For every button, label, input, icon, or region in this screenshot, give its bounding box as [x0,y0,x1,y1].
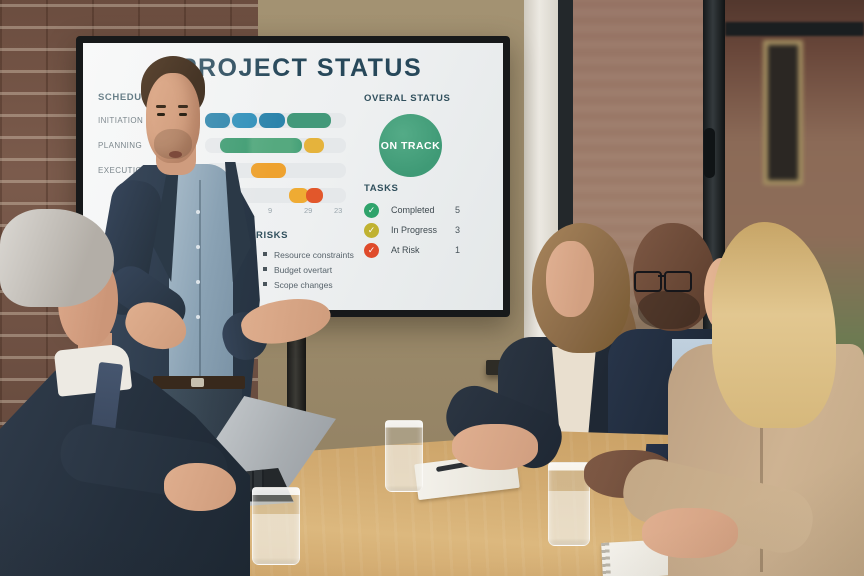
foreground-gray-haired-man [0,205,262,576]
foreground-blonde-woman [617,222,864,576]
shirt-button [196,210,200,214]
outside-building-window [763,40,803,185]
task-label: In Progress [391,225,455,235]
belt-buckle [191,378,204,387]
gantt-bar-segment [304,138,324,153]
notepad-spiral [601,542,612,576]
eyebrow [156,105,166,108]
glasses-bridge [658,275,664,277]
risks-heading: RISKS [256,230,288,241]
shirt-button [196,245,200,249]
blazer-seam [760,362,763,572]
grayman-hair [0,209,114,307]
check-icon: ✓ [364,222,379,238]
glasses-icon [634,271,696,292]
gantt-bar-segment [306,188,323,203]
gantt-bar-segment [205,113,230,128]
gantt-row-label: PLANNING [98,141,142,150]
bullet-icon [263,267,267,271]
window-transom [725,22,864,36]
eye [179,113,187,116]
risk-item-label: Scope changes [274,280,333,290]
presenter-shirt [169,164,233,386]
presenter-face [146,73,200,163]
risk-item-label: Resource constraints [274,250,354,260]
task-count: 1 [455,245,460,255]
gantt-bar-segment [220,138,302,153]
glasses-lens [634,271,662,292]
gantt-bar-segment [289,188,309,203]
bullet-icon [263,252,267,256]
task-row: ✓ At Risk1 [364,242,460,258]
gantt-bar-segment [251,163,286,178]
eye [157,113,165,116]
task-label: Completed [391,205,455,215]
gantt-row-label: INITIATION [98,116,143,125]
bullet-icon [263,282,267,286]
gantt-bar-segment [259,113,285,128]
axis-tick-label: 29 [304,206,312,215]
gantt-bar-segment [287,113,331,128]
gantt-row-label: EXECUTION [98,166,148,175]
status-badge-label: ON TRACK [381,140,440,152]
task-label: At Risk [391,245,455,255]
task-row: ✓ In Progress3 [364,222,460,238]
woman1-face [546,241,594,317]
risk-item: Resource constraints [263,250,354,260]
risk-item-label: Budget overtart [274,265,332,275]
water-glass [548,462,590,546]
woman1-hands [452,424,538,470]
task-count: 3 [455,225,460,235]
axis-tick-label: 9 [268,206,272,215]
man2-head [633,223,715,331]
glasses-lens [664,271,692,292]
water-glass [252,487,300,565]
presenter-head [141,56,205,168]
check-icon: ✓ [364,202,379,218]
eyebrow [178,105,188,108]
blonde-hair [712,222,836,428]
task-count: 5 [455,205,460,215]
status-badge: ON TRACK [379,114,442,177]
risk-item: Scope changes [263,280,333,290]
tasks-heading: TASKS [364,183,399,194]
task-row: ✓ Completed5 [364,202,460,218]
risk-item: Budget overtart [263,265,332,275]
shirt-button [196,280,200,284]
check-icon: ✓ [364,242,379,258]
slide-title: PROJECT STATUS [83,54,503,83]
axis-tick-label: 23 [334,206,342,215]
grayman-hand [164,463,236,511]
overall-status-heading: OVERAL STATUS [364,93,450,104]
gantt-bar-segment [232,113,257,128]
shirt-button [196,315,200,319]
man2-beard [638,291,700,329]
water-glass [385,420,423,492]
presenter-shirt-placket [199,180,201,380]
blonde-hands [642,508,738,558]
schedule-heading: SCHEDULE [98,92,155,103]
mouth [169,151,182,158]
window-handle [704,128,715,178]
